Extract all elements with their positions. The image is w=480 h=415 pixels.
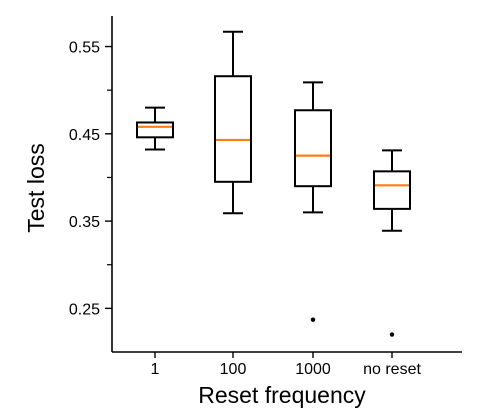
y-axis-title: Test loss (23, 143, 49, 232)
y-tick-label: 0.45 (69, 127, 100, 144)
box-1000 (294, 81, 332, 322)
y-tick-label: 0.25 (69, 301, 100, 318)
x-tick-label: 1000 (295, 361, 331, 378)
x-tick-label: 1 (151, 361, 160, 378)
outlier-point (310, 317, 316, 322)
iqr-box (136, 121, 174, 139)
y-tick-label: 0.35 (69, 214, 100, 231)
axes: 0.25 0.35 0.45 0.55 1 100 1000 no reset (69, 16, 462, 378)
x-axis-title: Reset frequency (198, 382, 366, 408)
iqr-box (373, 170, 411, 210)
x-tick-label: no reset (363, 361, 421, 378)
x-tick-label: 100 (220, 361, 247, 378)
outlier-point (389, 332, 395, 337)
y-tick-label: 0.55 (69, 40, 100, 57)
boxes (136, 30, 411, 337)
box-no-reset (373, 149, 411, 337)
iqr-box (294, 109, 332, 188)
box-1 (136, 106, 174, 151)
box-100 (214, 30, 252, 215)
iqr-box (214, 75, 252, 183)
